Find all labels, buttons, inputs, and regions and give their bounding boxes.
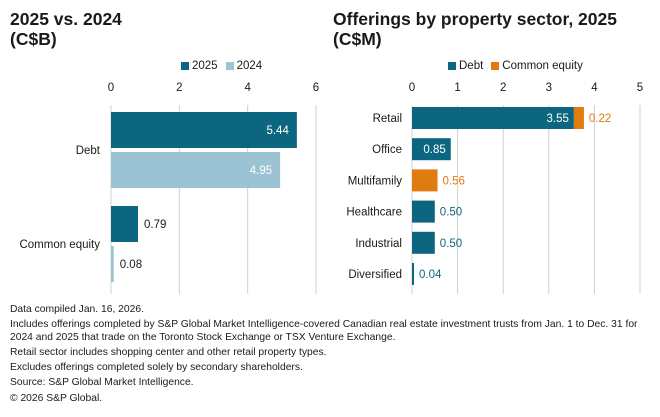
right-x-tick-label: 4 <box>591 82 598 94</box>
right-bar <box>573 107 584 129</box>
left-bar <box>111 246 114 282</box>
right-data-label: 0.04 <box>419 269 442 281</box>
footnotes: Data compiled Jan. 16, 2026. Includes of… <box>10 304 655 408</box>
charts-canvas: 0 2 4 6 Debt 5.44 4.95 Common equity 0.79 0.08 0 1 2… <box>19 82 643 294</box>
left-category-label: Common equity <box>19 239 100 251</box>
left-x-tick-label: 4 <box>244 82 251 94</box>
right-title-line2: (C$M) <box>333 29 382 49</box>
right-category-label: Office <box>372 144 402 156</box>
legend-item-debt: Debt <box>448 60 483 72</box>
legend-item-2024: 2024 <box>225 60 263 72</box>
right-x-tick-label: 0 <box>409 82 415 94</box>
right-bar <box>412 263 414 285</box>
right-bar <box>412 169 438 192</box>
right-x-tick-label: 2 <box>500 82 506 94</box>
right-bar <box>412 107 574 129</box>
left-chart-title: 2025 vs. 2024 (C$B) <box>10 9 122 49</box>
legend-swatch-2025 <box>181 62 189 70</box>
left-legend: 2025 2024 <box>181 60 262 72</box>
left-bar <box>111 112 297 148</box>
right-data-label: 3.55 <box>546 113 568 125</box>
left-data-label: 0.79 <box>144 219 166 231</box>
footnote-copyright: © 2026 S&P Global. <box>10 392 103 404</box>
right-data-label: 0.22 <box>589 113 611 125</box>
right-title-line1: Offerings by property sector, 2025 <box>333 9 617 29</box>
legend-item-2025: 2025 <box>181 60 218 72</box>
left-x-tick-label: 6 <box>313 82 319 94</box>
left-bar <box>111 152 281 188</box>
right-category-label: Diversified <box>348 269 402 281</box>
right-data-label: 0.50 <box>440 238 462 250</box>
right-bar <box>412 138 451 161</box>
right-x-tick-label: 3 <box>546 82 552 94</box>
right-x-tick-label: 1 <box>454 82 460 94</box>
legend-label-2024: 2024 <box>236 60 263 72</box>
legend-label-debt: Debt <box>459 60 484 72</box>
right-category-label: Healthcare <box>346 207 402 219</box>
right-legend: Debt Common equity <box>448 60 583 72</box>
footnote-date: Data compiled Jan. 16, 2026. <box>10 304 144 315</box>
right-data-label: 0.85 <box>423 144 445 156</box>
left-data-label: 4.95 <box>250 165 272 177</box>
left-x-tick-label: 2 <box>176 82 182 94</box>
right-data-label: 0.56 <box>443 175 465 187</box>
legend-swatch-2024 <box>225 62 234 70</box>
right-chart-title: Offerings by property sector, 2025 (C$M) <box>333 9 617 49</box>
right-data-label: 0.50 <box>440 207 462 219</box>
right-bar <box>412 231 435 254</box>
legend-swatch-common-equity <box>491 62 500 70</box>
left-category-label: Debt <box>76 145 101 157</box>
right-category-label: Multifamily <box>348 175 403 187</box>
right-category-label: Industrial <box>355 238 402 250</box>
footnote-retail: Retail sector includes shopping center a… <box>10 346 327 358</box>
left-title-line2: (C$B) <box>10 29 57 49</box>
legend-label-2025: 2025 <box>192 60 218 72</box>
left-data-label: 0.08 <box>120 259 142 271</box>
left-bar <box>111 206 138 242</box>
footnote-scope: Includes offerings completed by S&P Glob… <box>10 319 638 343</box>
left-title-line1: 2025 vs. 2024 <box>10 9 122 29</box>
right-x-tick-label: 5 <box>637 82 643 94</box>
legend-swatch-debt <box>448 62 456 70</box>
left-x-tick-label: 0 <box>108 82 114 94</box>
legend-label-common-equity: Common equity <box>502 60 583 72</box>
left-data-label: 5.44 <box>266 125 289 137</box>
right-bar <box>412 200 435 223</box>
footnote-source: Source: S&P Global Market Intelligence. <box>10 377 194 389</box>
right-category-label: Retail <box>373 113 402 125</box>
legend-item-common-equity: Common equity <box>491 60 583 72</box>
footnote-exclusions: Excludes offerings completed solely by s… <box>10 362 303 374</box>
